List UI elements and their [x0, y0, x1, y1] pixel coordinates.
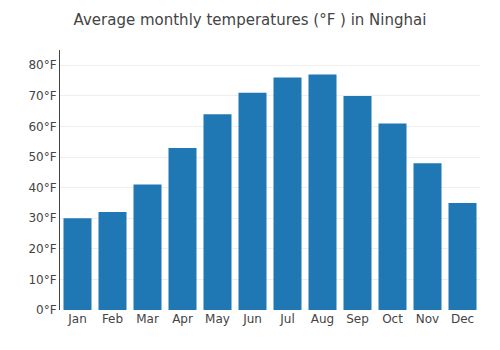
svg-text:May: May	[205, 312, 230, 326]
svg-text:Jul: Jul	[279, 312, 294, 326]
svg-text:Apr: Apr	[172, 312, 193, 326]
svg-text:50°F: 50°F	[28, 150, 56, 164]
svg-text:70°F: 70°F	[28, 89, 56, 103]
svg-text:Sep: Sep	[346, 312, 369, 326]
svg-text:Jan: Jan	[67, 312, 87, 326]
svg-text:Jun: Jun	[242, 312, 262, 326]
svg-text:Dec: Dec	[451, 312, 474, 326]
svg-text:Oct: Oct	[382, 312, 403, 326]
svg-text:Feb: Feb	[102, 312, 123, 326]
svg-text:60°F: 60°F	[28, 120, 56, 134]
svg-text:30°F: 30°F	[28, 211, 56, 225]
svg-text:10°F: 10°F	[28, 273, 56, 287]
svg-text:80°F: 80°F	[28, 58, 56, 72]
svg-text:Mar: Mar	[136, 312, 159, 326]
svg-text:40°F: 40°F	[28, 181, 56, 195]
svg-text:20°F: 20°F	[28, 242, 56, 256]
svg-text:0°F: 0°F	[36, 303, 57, 317]
svg-text:Nov: Nov	[416, 312, 439, 326]
svg-text:Aug: Aug	[311, 312, 334, 326]
svg-text:Average monthly temperatures (: Average monthly temperatures (°F ) in Ni…	[74, 11, 427, 29]
